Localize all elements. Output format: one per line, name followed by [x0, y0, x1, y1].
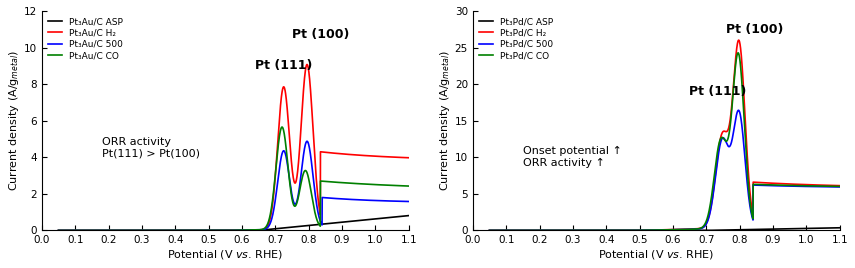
Pt₃Au/C 500	[393, 200, 404, 203]
Pt₃Pd/C CO	[760, 183, 770, 186]
X-axis label: Potential (V $vs$. RHE): Potential (V $vs$. RHE)	[168, 248, 283, 261]
Pt₃Pd/C ASP	[655, 229, 665, 232]
Pt₃Au/C H₂	[53, 229, 63, 232]
Pt₃Pd/C H₂	[646, 229, 656, 232]
Pt₃Au/C CO	[393, 184, 404, 187]
Line: Pt₃Pd/C H₂: Pt₃Pd/C H₂	[489, 40, 840, 230]
Pt₃Au/C H₂	[393, 156, 404, 159]
Y-axis label: Current density (A/g$_{metal}$): Current density (A/g$_{metal}$)	[7, 50, 21, 191]
Pt₃Pd/C 500	[646, 229, 656, 232]
Pt₃Au/C 500	[404, 200, 414, 203]
Pt₃Pd/C H₂	[834, 184, 845, 187]
Text: Onset potential ↑
ORR activity ↑: Onset potential ↑ ORR activity ↑	[523, 146, 622, 168]
Pt₃Pd/C ASP	[484, 229, 494, 232]
Pt₃Pd/C H₂	[824, 184, 834, 187]
Pt₃Pd/C H₂	[760, 181, 770, 184]
Pt₃Pd/C CO	[484, 229, 494, 232]
Pt₃Pd/C CO	[646, 229, 656, 232]
Pt₃Pd/C 500	[734, 109, 744, 112]
Legend: Pt₃Pd/C ASP, Pt₃Pd/C H₂, Pt₃Pd/C 500, Pt₃Pd/C CO: Pt₃Pd/C ASP, Pt₃Pd/C H₂, Pt₃Pd/C 500, Pt…	[475, 14, 557, 64]
Pt₃Pd/C CO	[824, 185, 834, 188]
Pt₃Pd/C 500	[824, 185, 834, 188]
Pt₃Au/C 500	[302, 140, 312, 143]
Pt₃Pd/C ASP	[760, 228, 770, 231]
Pt₃Au/C H₂	[404, 156, 414, 159]
Pt₃Pd/C H₂	[824, 184, 834, 187]
Pt₃Pd/C CO	[655, 228, 665, 232]
Pt₃Au/C CO	[404, 184, 414, 188]
Pt₃Pd/C ASP	[646, 229, 656, 232]
Pt₃Pd/C ASP	[824, 226, 834, 230]
Legend: Pt₃Au/C ASP, Pt₃Au/C H₂, Pt₃Au/C 500, Pt₃Au/C CO: Pt₃Au/C ASP, Pt₃Au/C H₂, Pt₃Au/C 500, Pt…	[44, 14, 127, 64]
Pt₃Au/C H₂	[71, 229, 81, 232]
X-axis label: Potential (V $vs$. RHE): Potential (V $vs$. RHE)	[598, 248, 715, 261]
Pt₃Pd/C ASP	[834, 226, 845, 229]
Pt₃Pd/C ASP	[824, 226, 834, 230]
Pt₃Au/C CO	[393, 184, 404, 187]
Line: Pt₃Pd/C CO: Pt₃Pd/C CO	[489, 53, 840, 230]
Line: Pt₃Au/C CO: Pt₃Au/C CO	[58, 127, 409, 230]
Pt₃Pd/C CO	[824, 185, 834, 188]
Pt₃Pd/C H₂	[734, 39, 744, 42]
Pt₃Au/C CO	[53, 229, 63, 232]
Pt₃Au/C CO	[71, 229, 81, 232]
Pt₃Pd/C CO	[502, 229, 512, 232]
Line: Pt₃Au/C ASP: Pt₃Au/C ASP	[58, 215, 409, 230]
Pt₃Au/C 500	[71, 229, 81, 232]
Line: Pt₃Au/C H₂: Pt₃Au/C H₂	[58, 65, 409, 230]
Text: Pt (111): Pt (111)	[255, 59, 312, 72]
Pt₃Pd/C CO	[834, 185, 845, 188]
Pt₃Au/C H₂	[302, 63, 312, 66]
Pt₃Au/C ASP	[224, 229, 234, 232]
Text: Pt (111): Pt (111)	[689, 85, 746, 98]
Pt₃Au/C ASP	[329, 221, 339, 225]
Pt₃Au/C 500	[215, 229, 225, 232]
Pt₃Au/C CO	[224, 229, 234, 232]
Pt₃Au/C ASP	[393, 215, 404, 218]
Pt₃Pd/C H₂	[484, 229, 494, 232]
Line: Pt₃Pd/C ASP: Pt₃Pd/C ASP	[489, 228, 840, 230]
Pt₃Au/C 500	[393, 200, 404, 203]
Pt₃Au/C H₂	[224, 229, 234, 232]
Y-axis label: Current density (A/g$_{metal}$): Current density (A/g$_{metal}$)	[438, 50, 452, 191]
Pt₃Pd/C CO	[733, 51, 743, 54]
Pt₃Au/C CO	[329, 181, 339, 184]
Pt₃Au/C H₂	[393, 156, 404, 159]
Pt₃Au/C ASP	[215, 229, 225, 232]
Pt₃Au/C ASP	[53, 229, 63, 232]
Text: Pt (100): Pt (100)	[726, 23, 783, 36]
Line: Pt₃Au/C 500: Pt₃Au/C 500	[58, 141, 409, 230]
Pt₃Au/C ASP	[393, 215, 404, 218]
Pt₃Au/C 500	[53, 229, 63, 232]
Line: Pt₃Pd/C 500: Pt₃Pd/C 500	[489, 110, 840, 230]
Text: Pt (100): Pt (100)	[292, 28, 349, 41]
Pt₃Pd/C 500	[824, 185, 834, 188]
Pt₃Pd/C 500	[760, 184, 770, 187]
Pt₃Au/C CO	[215, 229, 225, 232]
Pt₃Au/C ASP	[71, 229, 81, 232]
Text: ORR activity
Pt(111) > Pt(100): ORR activity Pt(111) > Pt(100)	[102, 137, 200, 159]
Pt₃Pd/C 500	[655, 228, 665, 232]
Pt₃Pd/C 500	[834, 185, 845, 189]
Pt₃Au/C 500	[329, 197, 339, 200]
Pt₃Pd/C 500	[484, 229, 494, 232]
Pt₃Au/C CO	[277, 125, 287, 129]
Pt₃Pd/C H₂	[655, 228, 665, 232]
Pt₃Au/C ASP	[404, 214, 414, 217]
Pt₃Pd/C H₂	[502, 229, 512, 232]
Pt₃Au/C H₂	[215, 229, 225, 232]
Pt₃Pd/C 500	[502, 229, 512, 232]
Pt₃Au/C 500	[224, 229, 234, 232]
Pt₃Au/C H₂	[329, 152, 339, 155]
Pt₃Pd/C ASP	[502, 229, 512, 232]
